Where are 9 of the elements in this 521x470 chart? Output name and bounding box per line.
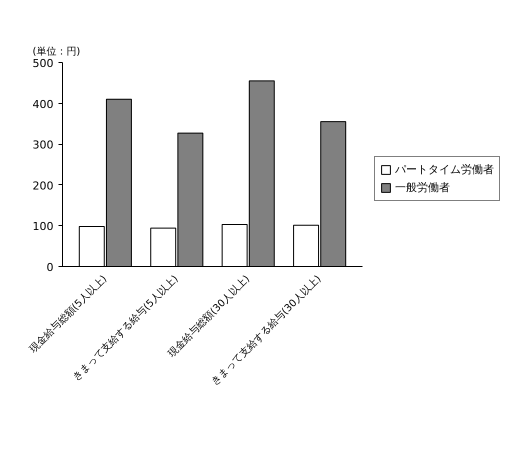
y-tick-label: 300: [32, 138, 54, 152]
legend-label: パートタイム労働者: [395, 162, 494, 177]
text: (単位：円): [32, 46, 80, 58]
y-tick-label: 100: [32, 220, 54, 234]
y-tick-label: 0: [46, 261, 54, 274]
legend-label: 一般労働者: [395, 180, 450, 195]
y-tick-label: 500: [32, 57, 54, 70]
y-tick-label: 400: [32, 98, 54, 111]
y-tick-label: 200: [32, 179, 54, 192]
